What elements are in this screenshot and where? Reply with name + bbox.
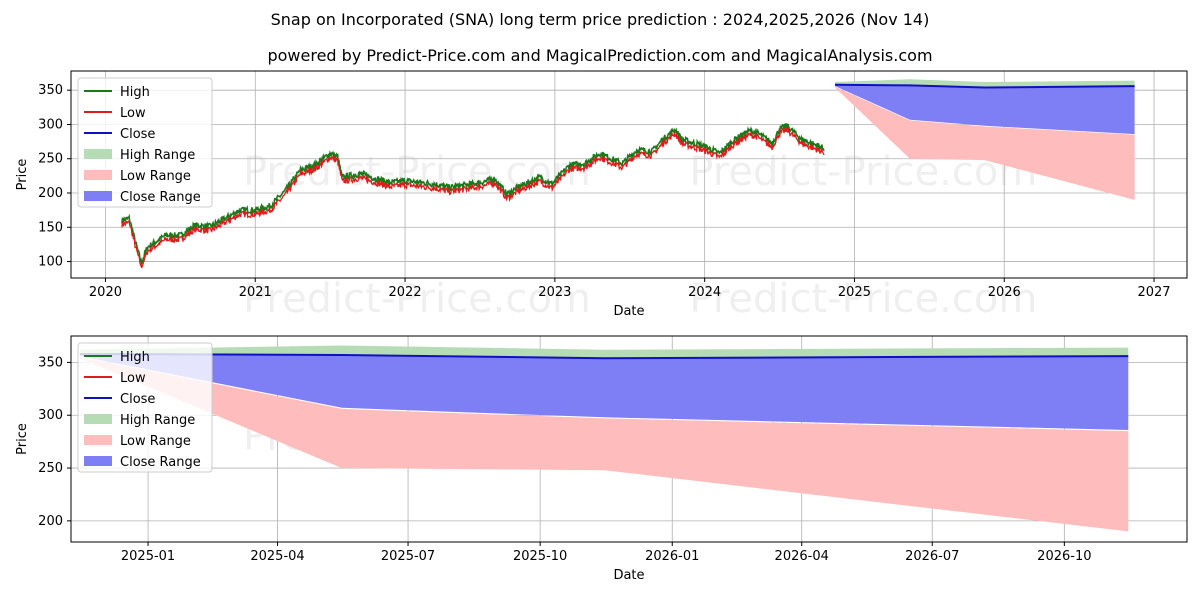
p1-plot-frame	[70, 335, 1188, 543]
p0-ylabel: Price	[15, 159, 30, 191]
p1-xtick-label-4: 2026-01	[645, 549, 699, 564]
p0-high-range-area	[835, 79, 1135, 88]
p0-legend-label-5: Close Range	[120, 190, 201, 205]
p1-xtick-label-3: 2025-10	[513, 549, 567, 564]
p1-legend-label-3: High Range	[120, 413, 195, 428]
p1-close-range-area	[79, 354, 1129, 430]
p0-xlabel: Date	[613, 304, 644, 319]
p0-low-range-area	[835, 86, 1135, 200]
p1-legend-label-4: Low Range	[120, 434, 191, 449]
p0-plot-frame	[70, 70, 1188, 279]
p1-legend-swatch-5	[84, 456, 112, 466]
p0-ytick-label-0: 100	[38, 255, 63, 270]
p0-xtick-label-6: 2026	[988, 285, 1021, 300]
p0-legend-label-4: Low Range	[120, 169, 191, 184]
p0-ytick-label-3: 250	[38, 152, 63, 167]
p0-ytick-label-4: 300	[38, 117, 63, 132]
p1-legend-swatch-4	[84, 435, 112, 445]
p1-legend-label-1: Low	[120, 371, 146, 386]
p0-ytick-label-1: 150	[38, 220, 63, 235]
p1-xtick-label-6: 2026-07	[905, 549, 959, 564]
p1-ytick-label-2: 300	[38, 408, 63, 423]
p0-xtick-label-3: 2023	[538, 285, 571, 300]
p1-legend-label-0: High	[120, 350, 150, 365]
p1-ytick-label-0: 200	[38, 514, 63, 529]
p1-legend-label-2: Close	[120, 392, 155, 407]
p1-ytick-label-3: 350	[38, 355, 63, 370]
p0-close-line	[834, 83, 1135, 89]
p0-watermark-0: Predict-Price.com	[243, 149, 591, 195]
p0-legend-label-3: High Range	[120, 148, 195, 163]
p0-legend-label-2: Close	[120, 127, 155, 142]
p0-xtick-label-7: 2027	[1137, 285, 1170, 300]
p0-watermark-lower-1: Predict-Price.com	[689, 276, 1037, 322]
p0-legend-label-1: Low	[120, 106, 146, 121]
p1-low-range-area	[79, 357, 1129, 532]
p0-xtick-label-4: 2024	[688, 285, 721, 300]
p0-legend-swatch-3	[84, 149, 112, 159]
p0-high-line	[121, 123, 825, 265]
p0-low-line	[121, 127, 825, 269]
p0-watermark-lower-0: Predict-Price.com	[243, 276, 591, 322]
p1-legend-swatch-3	[84, 414, 112, 424]
p1-xlabel: Date	[613, 568, 644, 583]
p1-xtick-label-7: 2026-10	[1037, 549, 1091, 564]
p0-ytick-label-5: 350	[38, 83, 63, 98]
p0-legend-label-0: High	[120, 85, 150, 100]
p0-close-range-area	[835, 84, 1135, 135]
p0-xtick-label-1: 2021	[239, 285, 272, 300]
p1-ytick-label-1: 250	[38, 461, 63, 476]
p0-legend-swatch-4	[84, 170, 112, 180]
p0-xtick-label-0: 2020	[89, 285, 122, 300]
p1-xtick-label-1: 2025-04	[250, 549, 304, 564]
p1-legend-label-5: Close Range	[120, 455, 201, 470]
p0-legend-swatch-5	[84, 191, 112, 201]
p0-xtick-label-5: 2025	[838, 285, 871, 300]
p1-ylabel: Price	[15, 423, 30, 455]
p1-high-range-area	[79, 345, 1129, 359]
p0-ytick-label-2: 200	[38, 186, 63, 201]
chart-subtitle: powered by Predict-Price.com and Magical…	[267, 46, 933, 65]
p1-xtick-label-0: 2025-01	[121, 549, 175, 564]
p1-xtick-label-5: 2026-04	[775, 549, 829, 564]
p1-xtick-label-2: 2025-07	[381, 549, 435, 564]
chart-title: Snap on Incorporated (SNA) long term pri…	[270, 10, 930, 29]
p0-xtick-label-2: 2022	[389, 285, 422, 300]
